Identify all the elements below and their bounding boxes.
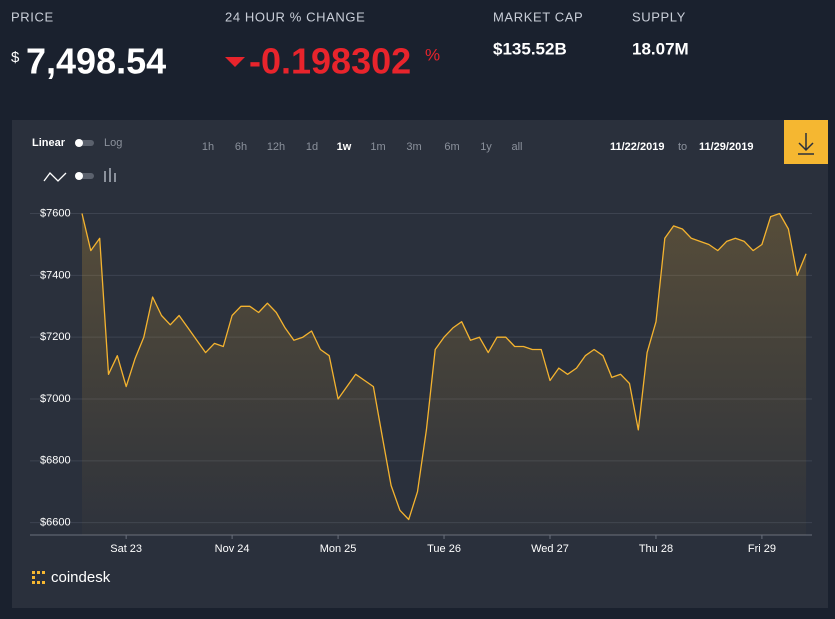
date-to-word: to [678, 141, 687, 153]
y-tick-label: $6600 [40, 517, 71, 529]
x-tick-label: Tue 26 [427, 543, 461, 555]
range-button[interactable]: 1w [337, 141, 352, 153]
down-arrow [225, 57, 245, 67]
x-tick-label: Fri 29 [748, 543, 776, 555]
price-line [81, 212, 807, 521]
change: -0.198302 [249, 41, 411, 82]
download-icon [798, 133, 814, 155]
range-buttons: 1h 6h 12h 1d 1w 1m 3m 6m 1y all [202, 141, 523, 153]
switch-knob [75, 139, 83, 147]
range-button[interactable]: 1y [480, 141, 492, 153]
range-button[interactable]: 3m [406, 141, 421, 153]
bar-icon[interactable] [104, 168, 116, 182]
price-label: PRICE [11, 9, 54, 24]
range-button[interactable]: 6m [444, 141, 459, 153]
line-icon[interactable] [43, 172, 67, 182]
date-to[interactable]: 11/29/2019 [699, 141, 753, 153]
y-tick-label: $7600 [40, 207, 71, 219]
range-button[interactable]: all [511, 141, 522, 153]
price-area [82, 213, 807, 535]
x-tick-label: Nov 24 [215, 543, 250, 555]
price-currency: $ [11, 49, 20, 66]
x-tick-label: Wed 27 [531, 543, 569, 555]
y-tick-label: $7200 [40, 331, 71, 343]
switch-knob [75, 172, 83, 180]
price: 7,498.54 [26, 41, 166, 82]
range-button[interactable]: 1h [202, 141, 214, 153]
range-button[interactable]: 1m [370, 141, 385, 153]
y-tick-label: $7400 [40, 269, 71, 281]
range-button[interactable]: 1d [306, 141, 318, 153]
range-button[interactable]: 12h [267, 141, 285, 153]
brand-logo [32, 571, 45, 584]
plot: $6600 $6800 $7000 $7200 $7400 $7600 Sat 23 Nov … [30, 207, 812, 555]
supply: 18.07M [632, 39, 689, 58]
change-unit: % [425, 45, 440, 64]
market-cap-label: MARKET CAP [493, 9, 583, 24]
supply-label: SUPPLY [632, 9, 686, 24]
brand-name: coindesk [51, 569, 111, 586]
y-tick-label: $7000 [40, 393, 71, 405]
x-tick-label: Sat 23 [110, 543, 142, 555]
x-tick-label: Thu 28 [639, 543, 673, 555]
date-from[interactable]: 11/22/2019 [610, 141, 664, 153]
x-tick-label: Mon 25 [320, 543, 357, 555]
y-tick-label: $6800 [40, 455, 71, 467]
market-cap: $135.52B [493, 39, 567, 58]
change-label: 24 HOUR % CHANGE [225, 9, 365, 24]
log-toggle[interactable]: Log [104, 137, 122, 149]
linear-toggle[interactable]: Linear [32, 137, 66, 149]
range-button[interactable]: 6h [235, 141, 247, 153]
